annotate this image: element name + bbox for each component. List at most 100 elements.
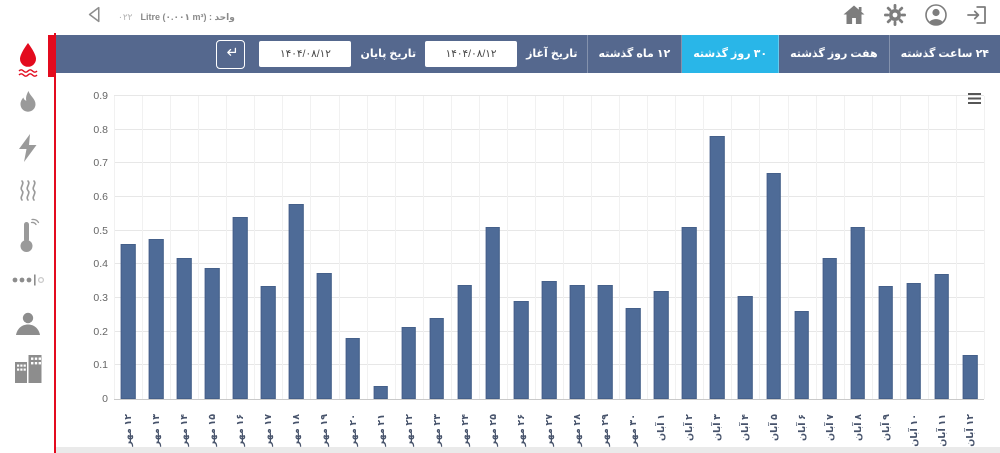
device-code: ۰۲۲	[118, 12, 133, 22]
v-gridline	[731, 96, 733, 399]
chart-card: 0 0.1 0.2 0.3 0.4 0.5 0.6 0.7 0.8 0.9 ۱۲ مهر ۱۳ مه…	[56, 73, 1000, 453]
bar-9[interactable]	[373, 385, 388, 399]
unit-info: ۰۲۲ Litre (۰.۰۰۱ m³) : واحد	[118, 12, 235, 23]
bar-30[interactable]	[962, 355, 978, 399]
v-gridline	[170, 96, 172, 399]
sidebar	[0, 0, 56, 453]
range-button-7d[interactable]: هفت روز گذشته	[779, 35, 890, 73]
bar-11[interactable]	[429, 318, 445, 399]
v-gridline	[647, 96, 649, 399]
sidebar-item-counter-meter[interactable]	[0, 258, 55, 302]
range-button-12m[interactable]: ۱۲ ماه گذشته	[588, 35, 683, 73]
bar-14[interactable]	[513, 301, 529, 399]
bar-3[interactable]	[204, 267, 220, 399]
sidebar-items	[0, 38, 55, 390]
bar-4[interactable]	[232, 217, 248, 399]
home-button[interactable]	[841, 5, 867, 31]
bar-10[interactable]	[401, 326, 416, 399]
v-gridline	[955, 96, 957, 399]
v-gridline	[506, 96, 508, 399]
back-triangle-icon	[85, 4, 107, 31]
sidebar-red-line	[54, 33, 56, 453]
h-gridline	[114, 229, 984, 231]
v-gridline	[114, 96, 115, 399]
bar-29[interactable]	[934, 274, 950, 399]
sidebar-item-heat-meter[interactable]	[0, 170, 55, 214]
bar-20[interactable]	[682, 227, 697, 399]
account-button[interactable]	[923, 3, 949, 32]
sign-out-icon	[965, 3, 989, 32]
bar-27[interactable]	[878, 286, 894, 399]
enter-arrow-icon	[223, 44, 239, 65]
v-gridline	[226, 96, 228, 399]
bar-19[interactable]	[653, 291, 669, 399]
v-gridline	[366, 96, 368, 399]
bar-25[interactable]	[822, 257, 837, 399]
sidebar-item-gas-meter[interactable]	[0, 82, 55, 126]
sidebar-item-water-meter[interactable]	[0, 38, 55, 82]
bar-22[interactable]	[738, 296, 753, 399]
bar-24[interactable]	[794, 311, 809, 399]
v-gridline	[759, 96, 761, 399]
v-gridline	[338, 96, 340, 399]
flame-icon	[15, 90, 41, 118]
bar-21[interactable]	[710, 136, 725, 399]
bar-16[interactable]	[569, 284, 585, 399]
bar-1[interactable]	[148, 239, 164, 399]
sidebar-item-electricity-meter[interactable]	[0, 126, 55, 170]
sidebar-item-temperature-sensor[interactable]	[0, 214, 55, 258]
bar-15[interactable]	[541, 281, 557, 399]
v-gridline	[310, 96, 312, 399]
v-gridline	[534, 96, 536, 399]
bar-8[interactable]	[345, 338, 360, 399]
start-date-input[interactable]	[425, 41, 518, 67]
v-gridline	[254, 96, 256, 399]
end-date-input[interactable]	[259, 41, 352, 67]
h-gridline	[114, 128, 984, 130]
sidebar-item-buildings[interactable]	[0, 346, 55, 390]
range-button-30d[interactable]: ۳۰ روز گذشته	[682, 35, 780, 73]
sign-out-button[interactable]	[964, 5, 990, 31]
settings-gear-icon	[883, 3, 907, 32]
bar-0[interactable]	[120, 244, 136, 399]
water-drop-icon	[14, 41, 42, 79]
bar-6[interactable]	[289, 203, 304, 399]
bar-17[interactable]	[597, 284, 613, 399]
bar-26[interactable]	[850, 227, 865, 399]
chart-export-menu-button[interactable]	[967, 92, 983, 106]
main-content: ۰۲۲ Litre (۰.۰۰۱ m³) : واحد	[56, 0, 1000, 453]
buildings-icon	[12, 351, 44, 385]
h-gridline	[114, 263, 984, 265]
v-gridline	[675, 96, 677, 399]
sidebar-active-indicator	[48, 35, 56, 77]
person-icon	[14, 310, 42, 338]
v-gridline	[984, 96, 985, 399]
bar-2[interactable]	[176, 257, 192, 399]
bar-28[interactable]	[906, 282, 922, 399]
v-gridline	[787, 96, 789, 399]
range-button-24h[interactable]: ۲۴ ساعت گذشته	[900, 48, 989, 60]
v-gridline	[450, 96, 452, 399]
v-gridline	[927, 96, 929, 399]
bar-7[interactable]	[317, 272, 332, 399]
v-gridline	[198, 96, 200, 399]
user-account-icon	[924, 3, 948, 32]
bar-18[interactable]	[625, 308, 641, 399]
lightning-bolt-icon	[15, 133, 41, 163]
bar-5[interactable]	[261, 286, 276, 399]
bar-12[interactable]	[457, 284, 473, 399]
date-range-toolbar: ۲۴ ساعت گذشته هفت روز گذشته ۳۰ روز گذشته…	[56, 35, 1000, 73]
back-button[interactable]	[84, 6, 108, 30]
bar-13[interactable]	[485, 227, 501, 399]
v-gridline	[815, 96, 817, 399]
v-gridline	[703, 96, 705, 399]
settings-button[interactable]	[882, 3, 908, 32]
apply-dates-button[interactable]	[216, 39, 246, 69]
h-gridline	[114, 95, 984, 96]
end-date-label: تاریخ پایان	[360, 48, 417, 60]
h-gridline	[114, 162, 984, 164]
sidebar-item-user[interactable]	[0, 302, 55, 346]
v-gridline	[591, 96, 593, 399]
bar-23[interactable]	[766, 173, 781, 399]
